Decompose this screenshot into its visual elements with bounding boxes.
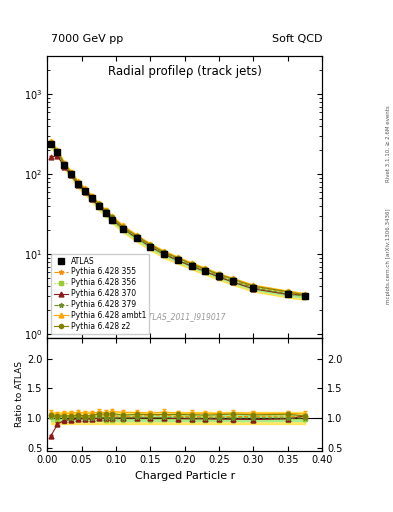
Text: Radial profileρ (track jets): Radial profileρ (track jets) [108,65,262,78]
Text: ATLAS_2011_I919017: ATLAS_2011_I919017 [143,312,226,321]
Y-axis label: Ratio to ATLAS: Ratio to ATLAS [15,361,24,427]
X-axis label: Charged Particle r: Charged Particle r [134,471,235,481]
Text: Rivet 3.1.10, ≥ 2.6M events: Rivet 3.1.10, ≥ 2.6M events [386,105,391,182]
Text: mcplots.cern.ch [arXiv:1306.3436]: mcplots.cern.ch [arXiv:1306.3436] [386,208,391,304]
Legend: ATLAS, Pythia 6.428 355, Pythia 6.428 356, Pythia 6.428 370, Pythia 6.428 379, P: ATLAS, Pythia 6.428 355, Pythia 6.428 35… [51,253,149,334]
Text: Soft QCD: Soft QCD [272,33,322,44]
Text: 7000 GeV pp: 7000 GeV pp [51,33,123,44]
